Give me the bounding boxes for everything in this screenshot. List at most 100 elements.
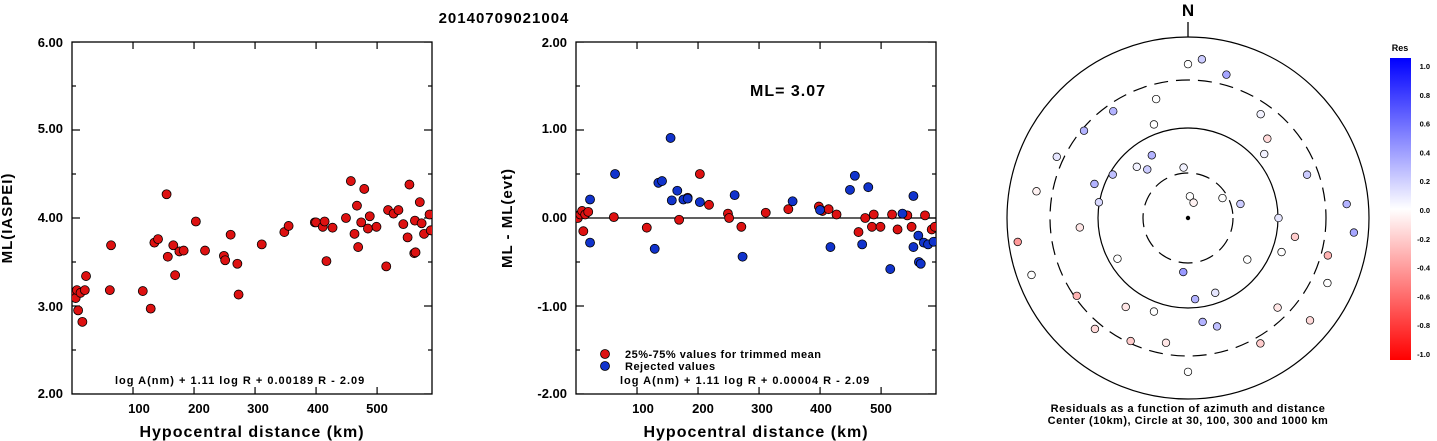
station-marker (1222, 70, 1231, 79)
data-point (416, 218, 427, 229)
data-point (915, 258, 926, 269)
data-point (672, 185, 683, 196)
panel-residual-vs-distance: 2.00 1.00 0.00 -1.00 -2.00 100 200 300 4… (499, 35, 937, 441)
data-point (256, 239, 267, 250)
data-point (232, 258, 243, 269)
y-tick-label: 1.00 (542, 121, 567, 136)
station-marker (1075, 223, 1084, 232)
station-marker (1090, 179, 1099, 189)
legend: 25%-75% values for trimmed mean Rejected… (600, 349, 821, 373)
station-markers (1013, 55, 1359, 377)
y-tick-label: 5.00 (38, 121, 63, 136)
legend-label-trimmed: 25%-75% values for trimmed mean (625, 349, 821, 361)
data-point (867, 221, 877, 232)
data-point (106, 240, 116, 251)
data-point (694, 197, 705, 208)
data-point (760, 207, 771, 218)
x-tick-label: 200 (692, 401, 714, 416)
data-point (161, 189, 172, 200)
colorbar-tick-labels: 1.0 0.8 0.6 0.4 0.2 0.0 -0.2 -0.4 -0.6 -0.8 -1.0 (1417, 62, 1431, 359)
formula-label: log A(nm) + 1.11 log R + 0.00004 R - 2.0… (620, 375, 870, 387)
station-marker (1197, 55, 1207, 64)
station-marker (1185, 192, 1195, 201)
colorbar-tick-label: 0.6 (1420, 120, 1430, 129)
data-point (170, 270, 181, 281)
colorbar: Res 1.0 0.8 0.6 0.4 0.2 0.0 -0.2 -0.4 -0.6 -0.8 -1… (1390, 43, 1431, 360)
colorbar-tick-label: 0.8 (1420, 91, 1430, 100)
station-marker (1323, 251, 1333, 260)
colorbar-tick-label: -1.0 (1417, 350, 1430, 359)
data-point (913, 230, 924, 241)
station-marker (1090, 324, 1100, 334)
data-point (724, 213, 735, 223)
data-point (220, 255, 231, 266)
y-axis-label: ML(IASPEI) (0, 173, 16, 264)
colorbar-tick-label: 1.0 (1420, 62, 1430, 71)
data-point (823, 204, 834, 215)
figure-title: 20140709021004 (439, 10, 570, 27)
colorbar-gradient (1390, 58, 1411, 360)
data-point (610, 169, 620, 179)
station-marker (1189, 198, 1198, 207)
data-point (853, 227, 864, 237)
ring-30km (1142, 172, 1234, 264)
station-marker (1273, 303, 1282, 312)
colorbar-tick-label: -0.2 (1417, 235, 1430, 244)
station-marker (1305, 316, 1315, 325)
data-point (875, 221, 886, 232)
data-point (849, 170, 860, 181)
station-marker (1151, 94, 1161, 104)
data-point (649, 243, 660, 254)
station-marker (1323, 278, 1332, 288)
data-point (398, 219, 409, 230)
station-marker (1032, 187, 1041, 196)
data-point (402, 232, 413, 243)
station-marker (1108, 170, 1117, 179)
station-marker (1263, 134, 1272, 143)
data-point (908, 242, 919, 252)
ml-value-label: ML= 3.07 (750, 83, 826, 100)
x-tick-label: 300 (247, 401, 269, 416)
x-tick-label: 500 (366, 401, 388, 416)
y-tick-label: 2.00 (38, 386, 63, 401)
data-point (578, 226, 589, 237)
data-point (145, 303, 156, 314)
ring-300km (1049, 79, 1327, 357)
formula-label: log A(nm) + 1.11 log R + 0.00189 R - 2.0… (115, 375, 365, 387)
x-axis-label: Hypocentral distance (km) (643, 424, 868, 441)
station-marker (1183, 60, 1193, 69)
panel-azimuth-map: N Residuals as a function of azimuth and… (1006, 1, 1370, 427)
data-point (393, 205, 404, 215)
station-marker (1149, 307, 1159, 316)
data-point (585, 194, 595, 205)
data-point (863, 182, 874, 193)
scatter-points (576, 42, 936, 394)
data-point (729, 190, 740, 201)
data-point (885, 264, 896, 274)
data-point (641, 222, 652, 233)
data-point (825, 242, 836, 252)
data-point (410, 247, 421, 258)
data-point (783, 204, 794, 215)
data-point (887, 209, 897, 220)
station-marker (1198, 317, 1207, 327)
x-tick-label: 100 (128, 401, 150, 416)
y-axis-label: ML - ML(evt) (499, 168, 516, 268)
data-point (694, 169, 705, 179)
colorbar-tick-label: 0.2 (1420, 177, 1430, 186)
map-caption-line1: Residuals as a function of azimuth and d… (1051, 403, 1326, 415)
data-point (906, 221, 917, 232)
data-point (233, 289, 244, 300)
station-marker (1143, 165, 1152, 174)
colorbar-tick-label: 0.4 (1420, 148, 1431, 157)
data-point (657, 176, 667, 186)
data-point (345, 176, 356, 186)
station-marker (1013, 237, 1022, 247)
data-point (371, 221, 382, 232)
data-point (364, 211, 375, 222)
station-marker (1132, 162, 1141, 171)
data-point (327, 222, 338, 233)
data-point (319, 216, 330, 227)
data-point (674, 214, 685, 225)
station-marker (1079, 126, 1089, 135)
